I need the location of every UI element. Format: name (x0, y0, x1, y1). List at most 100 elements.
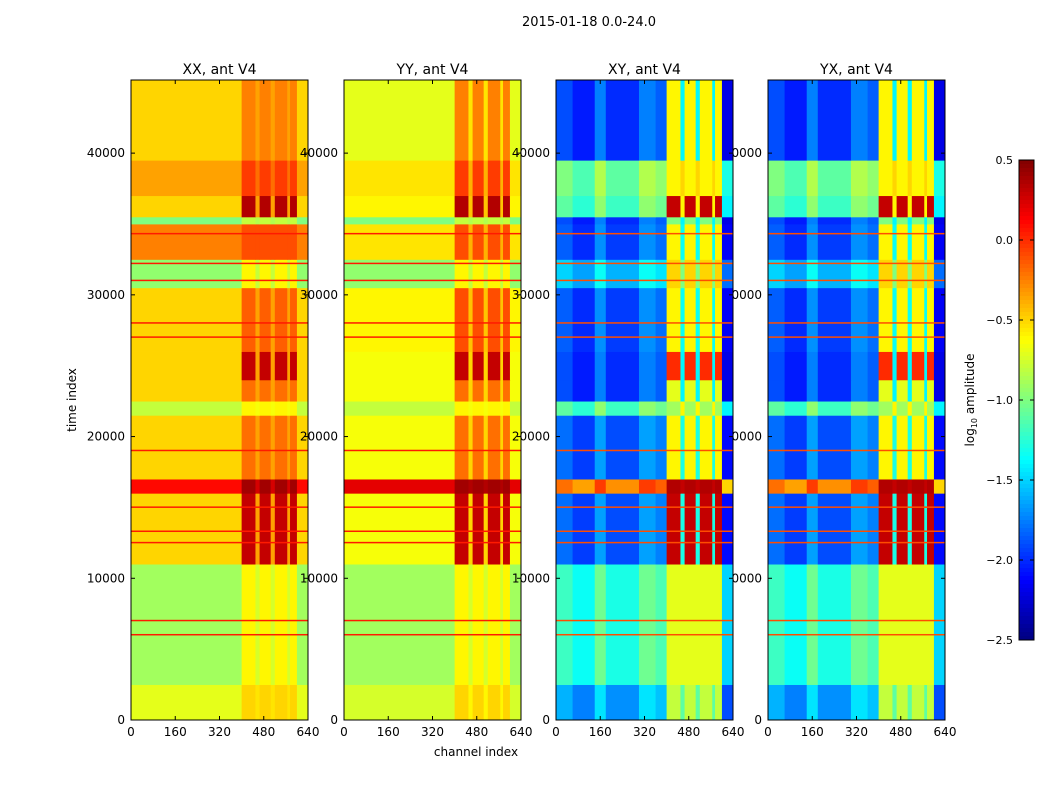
heatmap-cell (274, 223, 288, 260)
heatmap-cell (605, 379, 640, 402)
heatmap-cell (924, 259, 928, 289)
heatmap-cell (594, 351, 607, 381)
heatmap-cell (933, 684, 946, 721)
colorbar-swatch (1019, 224, 1034, 229)
heatmap-cell (680, 216, 686, 225)
heatmap-cell (483, 564, 489, 685)
heatmap-cell (131, 379, 243, 402)
heatmap-cell (896, 684, 909, 721)
heatmap-cell (500, 493, 504, 565)
heatmap-cell (878, 216, 893, 225)
heatmap-cell (933, 379, 946, 402)
heatmap-cell (483, 287, 489, 352)
heatmap-cell (907, 493, 913, 565)
heatmap-cell (699, 684, 713, 721)
heatmap-cell (483, 684, 489, 721)
heatmap-cell (684, 223, 697, 260)
heatmap-cell (638, 195, 656, 218)
heatmap-cell (500, 684, 504, 721)
heatmap-cell (721, 160, 734, 197)
colorbar-swatch (1019, 552, 1034, 557)
panel-title: YX, ant V4 (819, 62, 893, 78)
heatmap-cell (131, 493, 243, 565)
colorbar-swatch (1019, 372, 1034, 377)
colorbar-swatch (1019, 520, 1034, 525)
heatmap-cell (509, 259, 522, 289)
heatmap-cell (896, 259, 909, 289)
colorbar-swatch (1019, 536, 1034, 541)
heatmap-cell (784, 401, 808, 416)
heatmap-cell (721, 401, 734, 416)
heatmap-cell (878, 80, 893, 161)
heatmap-cell (712, 684, 716, 721)
rfi-line (131, 262, 308, 265)
heatmap-cell (684, 493, 697, 565)
heatmap-cell (721, 479, 734, 494)
heatmap-cell (867, 479, 880, 494)
heatmap-cell (715, 80, 723, 161)
rfi-line (768, 633, 945, 636)
heatmap-cell (850, 379, 868, 402)
heatmap-cell (695, 223, 701, 260)
colorbar-swatch (1019, 624, 1034, 629)
heatmap-cell (878, 195, 893, 218)
heatmap-cell (605, 195, 640, 218)
colorbar-swatch (1019, 256, 1034, 261)
heatmap-cell (666, 160, 681, 197)
heatmap-cell (287, 259, 291, 289)
y-tick-label: 30000 (87, 288, 125, 302)
heatmap-cell (666, 493, 681, 565)
colorbar-swatch (1019, 276, 1034, 281)
heatmap-cell (509, 216, 522, 225)
heatmap-cell (483, 216, 489, 225)
heatmap-cell (287, 479, 291, 494)
heatmap-cell (699, 160, 713, 197)
heatmap-cell (241, 684, 256, 721)
heatmap-cell (806, 415, 819, 480)
heatmap-cell (933, 195, 946, 218)
heatmap-cell (892, 259, 898, 289)
colorbar-swatch (1019, 432, 1034, 437)
heatmap-cell (605, 493, 640, 565)
heatmap-cell (768, 223, 785, 260)
heatmap-cell (296, 287, 309, 352)
x-tick-label: 160 (589, 725, 612, 739)
heatmap-cell (850, 351, 868, 381)
heatmap-cell (487, 479, 501, 494)
heatmap-cell (850, 80, 868, 161)
heatmap-cell (483, 80, 489, 161)
heatmap-cell (666, 351, 681, 381)
heatmap-cell (509, 564, 522, 685)
heatmap-cell (556, 80, 573, 161)
heatmap-cell (241, 160, 256, 197)
heatmap-cell (927, 80, 935, 161)
colorbar-swatch (1019, 600, 1034, 605)
heatmap-cell (274, 564, 288, 685)
heatmap-cell (572, 80, 596, 161)
heatmap-cell (454, 379, 469, 402)
heatmap-cell (721, 684, 734, 721)
heatmap-cell (241, 415, 256, 480)
heatmap-cell (296, 195, 309, 218)
heatmap-cell (255, 259, 261, 289)
heatmap-cell (933, 216, 946, 225)
colorbar-swatch (1019, 484, 1034, 489)
heatmap-cell (896, 195, 909, 218)
heatmap-cell (695, 259, 701, 289)
heatmap-cell (850, 684, 868, 721)
heatmap-cell (500, 564, 504, 685)
heatmap-cell (911, 564, 925, 685)
heatmap-cell (483, 401, 489, 416)
heatmap-cell (927, 287, 935, 352)
heatmap-cell (924, 479, 928, 494)
heatmap-cell (907, 287, 913, 352)
heatmap-cell (454, 287, 469, 352)
heatmap-cell (911, 195, 925, 218)
colorbar-swatch (1019, 460, 1034, 465)
heatmap-cell (344, 415, 456, 480)
heatmap-cell (274, 80, 288, 161)
heatmap-cell (483, 195, 489, 218)
heatmap-cell (270, 684, 276, 721)
heatmap-cell (924, 351, 928, 381)
